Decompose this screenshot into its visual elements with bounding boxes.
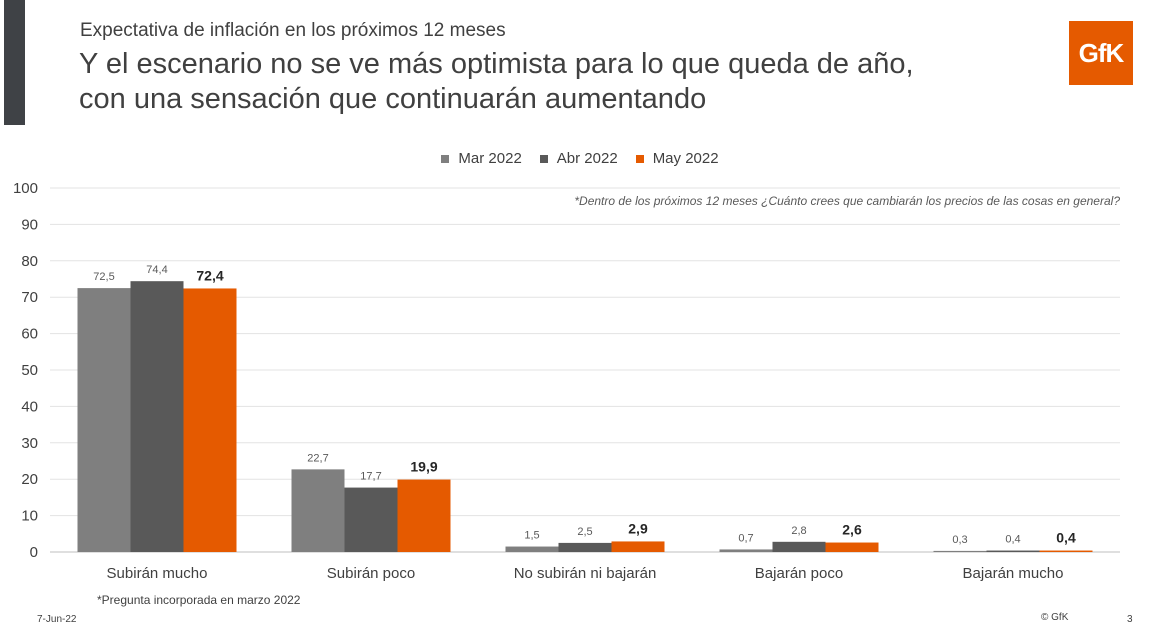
- chart-subtitle: Expectativa de inflación en los próximos…: [80, 20, 506, 41]
- footer-date: 7-Jun-22: [37, 614, 77, 625]
- bar: [558, 542, 612, 552]
- side-accent-bar: [4, 0, 25, 125]
- y-tick-label: 60: [21, 326, 38, 343]
- bar: [77, 288, 131, 552]
- y-tick-label: 20: [21, 471, 38, 488]
- y-tick-label: 100: [13, 180, 38, 197]
- chart-legend: Mar 2022 Abr 2022 May 2022: [0, 150, 1160, 167]
- page-title-line-1: Y el escenario no se ve más optimista pa…: [79, 48, 914, 80]
- footnote: *Pregunta incorporada en marzo 2022: [97, 593, 301, 607]
- legend-swatch-may: [635, 154, 644, 163]
- data-label: 74,4: [146, 264, 167, 276]
- y-tick-label: 90: [21, 216, 38, 233]
- bar: [825, 542, 879, 552]
- y-tick-label: 80: [21, 253, 38, 270]
- data-label: 17,7: [360, 471, 381, 483]
- bar: [397, 479, 451, 552]
- legend-swatch-abr: [539, 154, 548, 163]
- data-label: 2,6: [842, 522, 862, 538]
- x-tick-label: Bajarán mucho: [963, 565, 1064, 582]
- legend-item-may: May 2022: [635, 150, 719, 167]
- bar: [505, 546, 559, 552]
- y-tick-label: 10: [21, 508, 38, 525]
- data-label: 72,5: [93, 271, 114, 283]
- x-tick-label: Bajarán poco: [755, 565, 843, 582]
- bar: [611, 541, 665, 552]
- bar: [1039, 550, 1093, 552]
- data-label: 22,7: [307, 452, 328, 464]
- bar: [291, 469, 345, 552]
- bar: [772, 541, 826, 552]
- bar: [130, 281, 184, 552]
- y-tick-label: 0: [30, 544, 38, 561]
- legend-item-abr: Abr 2022: [539, 150, 618, 167]
- data-label: 2,9: [628, 520, 648, 536]
- legend-swatch-mar: [441, 154, 450, 163]
- data-label: 1,5: [524, 530, 539, 542]
- data-label: 72,4: [196, 267, 223, 283]
- survey-question: *Dentro de los próximos 12 meses ¿Cuánto…: [574, 194, 1120, 208]
- y-tick-label: 70: [21, 289, 38, 306]
- legend-label-mar: Mar 2022: [458, 150, 522, 167]
- y-tick-label: 30: [21, 435, 38, 452]
- gfk-logo: GfK: [1069, 21, 1133, 85]
- data-label: 2,8: [791, 525, 806, 537]
- page-title: Y el escenario no se ve más optimista pa…: [79, 47, 1039, 117]
- x-tick-label: Subirán poco: [327, 565, 415, 582]
- page-number: 3: [1127, 614, 1133, 625]
- data-label: 0,3: [952, 534, 967, 546]
- footer-copyright: © GfK: [1041, 612, 1069, 623]
- x-tick-label: Subirán mucho: [107, 565, 208, 582]
- legend-item-mar: Mar 2022: [441, 150, 522, 167]
- x-tick-label: No subirán ni bajarán: [514, 565, 657, 582]
- data-label: 19,9: [410, 459, 437, 475]
- y-tick-label: 40: [21, 398, 38, 415]
- data-label: 0,4: [1005, 534, 1020, 546]
- data-label: 0,4: [1056, 530, 1076, 546]
- legend-label-may: May 2022: [652, 150, 719, 167]
- data-label: 2,5: [577, 526, 592, 538]
- legend-label-abr: Abr 2022: [556, 150, 618, 167]
- y-tick-label: 50: [21, 362, 38, 379]
- data-label: 0,7: [738, 532, 753, 544]
- bar: [344, 487, 398, 552]
- bar: [183, 288, 237, 552]
- bar: [986, 550, 1040, 552]
- page-title-line-2: con una sensación que continuarán aument…: [79, 83, 707, 115]
- bar: [933, 550, 987, 552]
- bar: [719, 549, 773, 552]
